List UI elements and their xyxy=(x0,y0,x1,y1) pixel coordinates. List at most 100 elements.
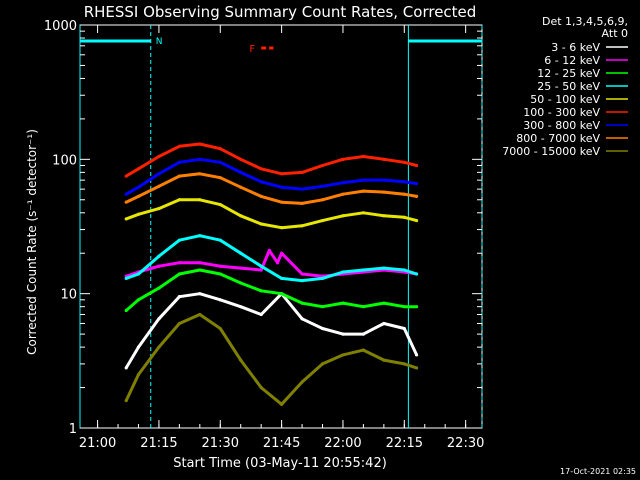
data-point xyxy=(136,167,141,171)
data-point xyxy=(300,380,304,384)
x-tick-label: 21:45 xyxy=(263,436,300,451)
data-point xyxy=(361,178,366,182)
data-point xyxy=(280,200,284,204)
legend-entry: 7000 - 15000 keV xyxy=(502,145,628,158)
data-point xyxy=(259,222,263,226)
data-point xyxy=(320,305,325,309)
data-point xyxy=(259,312,263,317)
data-point xyxy=(124,276,128,280)
data-point xyxy=(414,272,419,276)
data-point xyxy=(157,286,161,290)
data-point xyxy=(259,194,263,198)
data-point xyxy=(341,353,345,357)
data-point xyxy=(341,181,345,185)
data-point xyxy=(259,289,263,293)
series-line xyxy=(125,198,417,230)
legend-label: 6 - 12 keV xyxy=(544,54,600,67)
data-point xyxy=(177,321,181,326)
data-point xyxy=(218,326,222,331)
legend-label: 3 - 6 keV xyxy=(551,41,600,54)
data-point xyxy=(157,264,161,268)
data-point xyxy=(177,272,181,276)
data-point xyxy=(267,248,271,252)
x-axis-label: Start Time (03-May-11 20:55:42) xyxy=(173,456,387,471)
data-point xyxy=(320,326,325,331)
data-point xyxy=(275,261,280,265)
data-point xyxy=(198,234,202,238)
data-point xyxy=(177,198,181,202)
legend-entry: 12 - 25 keV xyxy=(537,67,628,80)
legend-label: 300 - 800 keV xyxy=(523,119,600,132)
data-point xyxy=(300,317,304,321)
data-point xyxy=(124,217,128,221)
data-point xyxy=(382,214,386,218)
data-point xyxy=(239,157,243,161)
data-point xyxy=(414,163,419,168)
data-point xyxy=(300,170,304,174)
x-tick-label: 21:00 xyxy=(79,436,116,451)
legend-label: 100 - 300 keV xyxy=(523,106,600,119)
data-point xyxy=(157,206,161,211)
legend-title: Att 0 xyxy=(602,27,628,40)
flare-flag: F xyxy=(249,44,274,55)
data-point xyxy=(239,266,243,270)
data-point xyxy=(361,211,366,215)
legend-title: Det 1,3,4,5,6,9, xyxy=(542,15,628,28)
data-point xyxy=(300,224,304,228)
data-point xyxy=(239,251,243,255)
data-point xyxy=(198,198,202,202)
data-point xyxy=(280,251,284,255)
data-point xyxy=(177,295,181,299)
data-point xyxy=(320,163,325,168)
series-50-100-kev xyxy=(124,198,419,230)
data-point xyxy=(177,238,181,242)
data-point xyxy=(361,348,366,352)
series-300-800-kev xyxy=(124,157,419,196)
data-point xyxy=(300,187,304,191)
series-800-7000-kev xyxy=(124,172,419,205)
data-point xyxy=(218,160,222,164)
data-point xyxy=(382,321,386,326)
x-tick-label: 21:15 xyxy=(140,436,177,451)
data-point xyxy=(414,194,419,198)
data-point xyxy=(361,305,366,309)
legend-label: 7000 - 15000 keV xyxy=(502,145,600,158)
data-point xyxy=(198,268,202,272)
data-point xyxy=(218,264,222,268)
data-point xyxy=(361,332,366,336)
data-point xyxy=(218,238,222,242)
data-point xyxy=(280,292,284,296)
legend-entry: 800 - 7000 keV xyxy=(516,132,628,145)
data-point xyxy=(361,154,366,159)
night-flag-label: N xyxy=(156,37,163,47)
data-point xyxy=(177,144,181,148)
legend-entry: 300 - 800 keV xyxy=(523,119,628,132)
data-point xyxy=(341,157,345,161)
data-point xyxy=(239,305,243,309)
data-point xyxy=(280,402,284,406)
data-point xyxy=(177,160,181,164)
data-point xyxy=(239,358,243,362)
data-point xyxy=(320,362,325,366)
data-point xyxy=(124,192,128,196)
data-point xyxy=(414,305,419,309)
data-point xyxy=(259,264,263,268)
y-tick-label: 1000 xyxy=(44,19,77,34)
data-point xyxy=(198,172,202,176)
data-point xyxy=(402,362,406,366)
data-point xyxy=(124,308,128,313)
series-3-6-kev xyxy=(124,292,419,370)
data-point xyxy=(198,142,202,146)
y-tick-label: 1 xyxy=(69,422,77,437)
data-point xyxy=(136,372,141,377)
data-point xyxy=(341,192,345,196)
data-point xyxy=(177,261,181,265)
data-point xyxy=(300,279,304,283)
series-line xyxy=(124,313,418,406)
series-line xyxy=(125,234,418,283)
data-point xyxy=(239,185,243,189)
y-axis: 1 10 100 1000 xyxy=(44,19,482,437)
footer-timestamp: 17-Oct-2021 02:35 xyxy=(560,467,636,476)
data-point xyxy=(136,298,141,302)
data-point xyxy=(157,254,161,258)
